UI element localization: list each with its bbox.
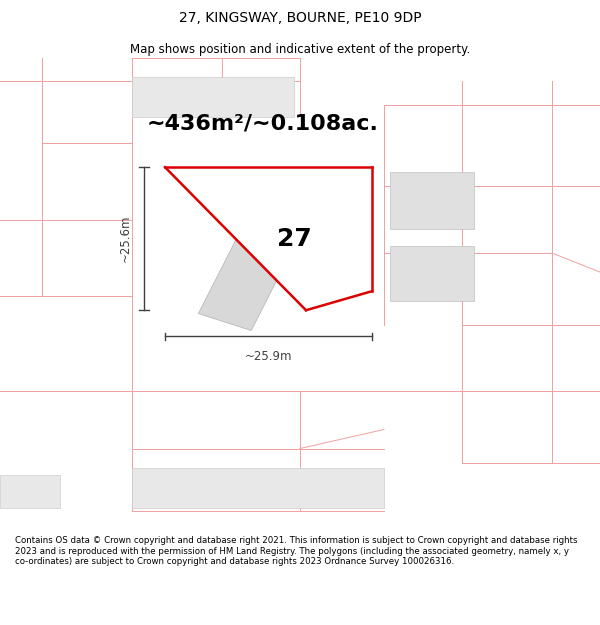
Polygon shape (165, 167, 372, 310)
Bar (390, 246, 474, 301)
Text: ~25.9m: ~25.9m (245, 350, 292, 363)
Bar (0, 475, 60, 508)
Polygon shape (199, 219, 299, 331)
Text: ~25.6m: ~25.6m (119, 215, 132, 262)
Text: ~436m²/~0.108ac.: ~436m²/~0.108ac. (147, 113, 379, 133)
Text: Contains OS data © Crown copyright and database right 2021. This information is : Contains OS data © Crown copyright and d… (15, 536, 577, 566)
Bar (132, 468, 384, 508)
Bar (132, 77, 294, 117)
Text: Map shows position and indicative extent of the property.: Map shows position and indicative extent… (130, 43, 470, 56)
Text: 27: 27 (277, 227, 311, 251)
Bar (390, 172, 474, 229)
Text: 27, KINGSWAY, BOURNE, PE10 9DP: 27, KINGSWAY, BOURNE, PE10 9DP (179, 11, 421, 26)
